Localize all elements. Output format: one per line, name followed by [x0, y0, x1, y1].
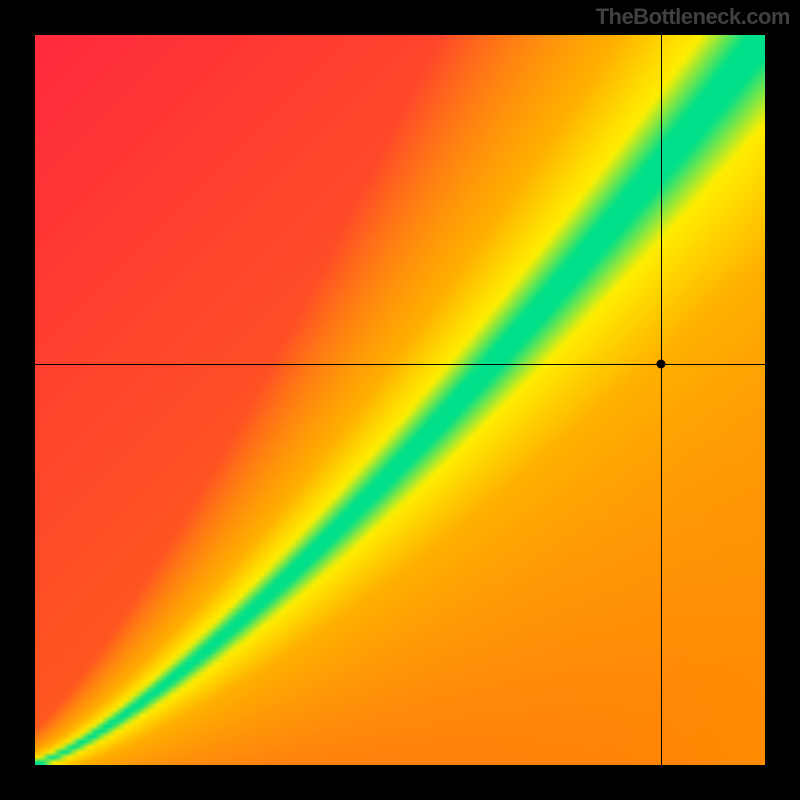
- plot-area: [35, 35, 765, 765]
- chart-container: TheBottleneck.com: [0, 0, 800, 800]
- selected-point-marker: [657, 359, 666, 368]
- watermark-text: TheBottleneck.com: [596, 4, 790, 30]
- bottleneck-heatmap: [35, 35, 765, 765]
- crosshair-horizontal: [35, 364, 765, 365]
- crosshair-vertical: [661, 35, 662, 765]
